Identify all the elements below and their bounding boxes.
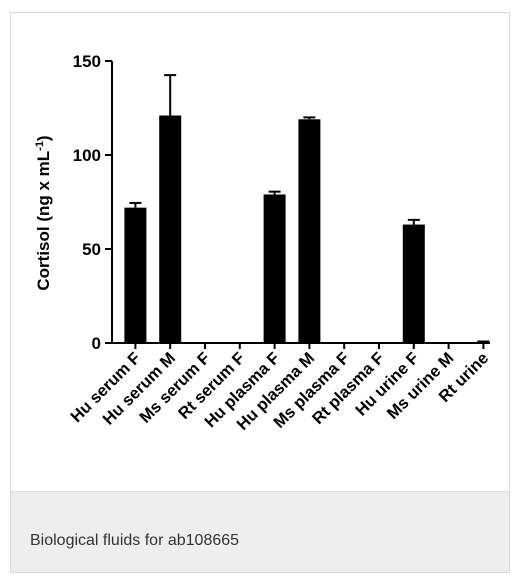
bar <box>402 224 425 343</box>
x-axis: Hu serum FHu serum MMs serum FRt serum F… <box>67 342 492 434</box>
chart-area: 0 50 100 150 Hu serum F Hu serum M Ms serum F… <box>11 13 509 491</box>
figure-caption: Biological fluids for ab108665 <box>30 532 240 549</box>
bar <box>263 194 286 343</box>
figure-card: 0 50 100 150 Hu serum F Hu serum M Ms serum F… <box>10 12 510 573</box>
y-axis-label-suffix: ) <box>34 135 53 141</box>
y-axis-label-main: Cortisol (ng x mL <box>34 151 53 291</box>
y-tick-label: 150 <box>73 52 101 71</box>
bars <box>124 74 490 344</box>
bar <box>159 115 182 344</box>
y-axis: 0 50 100 150 <box>73 52 113 353</box>
caption-bar: Biological fluids for ab108665 <box>11 491 509 572</box>
bar <box>124 207 147 343</box>
y-axis-label: Cortisol (ng x mL-1) <box>34 135 53 290</box>
y-tick-label: 50 <box>82 240 101 259</box>
y-tick-label: 0 <box>92 334 101 353</box>
y-tick-label: 100 <box>73 146 101 165</box>
y-axis-label-superscript: -1 <box>34 141 46 151</box>
bar-chart: 0 50 100 150 Hu serum FHu serum MMs serum F… <box>34 52 492 434</box>
bar <box>298 119 321 343</box>
